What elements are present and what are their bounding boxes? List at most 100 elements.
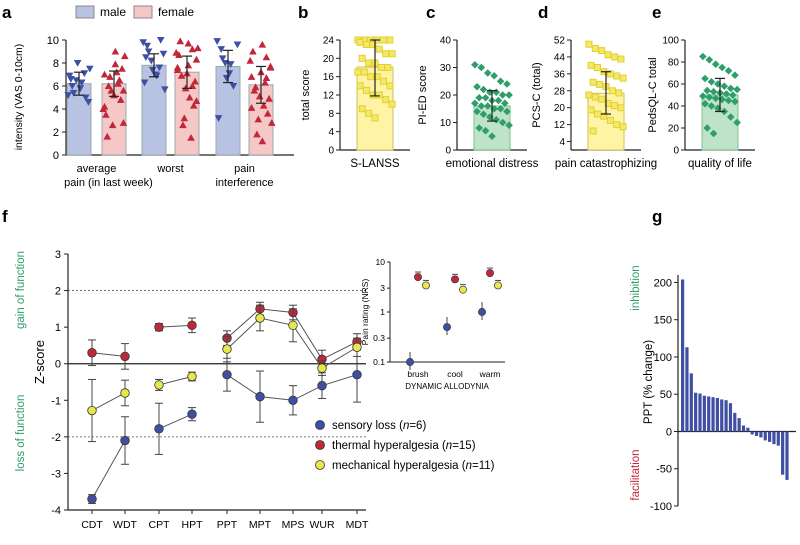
a-point-male: [156, 36, 165, 44]
e-ylabel: PedsQL-C total: [647, 57, 659, 132]
d-point: [587, 106, 595, 114]
f-line-blue: [158, 413, 193, 430]
a-point-male: [80, 70, 89, 78]
c-point: [496, 104, 505, 113]
a-point-female: [116, 96, 125, 103]
c-point: [496, 77, 505, 86]
c-point: [490, 71, 498, 80]
d-ytick-label: 52: [554, 36, 566, 47]
a-point-female: [263, 109, 272, 117]
f-point-blue: [154, 424, 164, 434]
a-ytick-label: 6: [53, 81, 59, 93]
a-category-label: pain: [234, 163, 255, 175]
b-ylabel: total score: [300, 70, 312, 121]
a-point-female: [119, 86, 128, 94]
a-point-female: [188, 45, 197, 53]
g-bar: [759, 431, 763, 438]
f-legend-n: n: [446, 440, 452, 452]
a-point-male: [233, 41, 242, 49]
a-point-male: [77, 79, 86, 87]
f-line-red: [158, 324, 193, 328]
a-point-female: [254, 115, 263, 123]
a-legend-label: female: [158, 5, 194, 19]
c-point: [498, 118, 507, 127]
a-point-female: [262, 74, 271, 81]
e-point: [699, 92, 707, 100]
e-point: [731, 71, 739, 79]
inset-point-blue: [406, 358, 414, 366]
a-point-male: [68, 82, 77, 90]
a-point-female: [119, 119, 128, 126]
a-point-female: [249, 47, 257, 55]
e-ytick-label: 40: [668, 102, 680, 113]
a-point-female: [118, 64, 126, 72]
e-point: [726, 84, 735, 93]
inset-xtick-label: cool: [447, 369, 463, 379]
panel-label-d: d: [538, 3, 548, 22]
g-bar: [746, 427, 750, 432]
a-legend-swatch: [75, 5, 95, 19]
a-point-female: [99, 105, 107, 113]
c-point: [477, 63, 486, 72]
a-point-female: [173, 66, 182, 73]
f-point-blue: [288, 395, 298, 405]
a-point-male: [152, 72, 161, 80]
f-legend-nval: =11): [472, 460, 495, 472]
a-point-male: [221, 59, 230, 67]
f-ytick-label: 3: [55, 249, 61, 261]
a-point-female: [112, 68, 121, 76]
g-bar: [724, 400, 728, 432]
a-point-female: [111, 60, 120, 68]
g-ytick-label: 200: [654, 277, 672, 289]
g-bar: [698, 393, 702, 432]
d-ytick-label: 12: [554, 120, 566, 131]
f-point-yellow: [187, 371, 197, 382]
a-point-female: [100, 70, 109, 78]
b-point: [367, 73, 375, 81]
e-point: [707, 102, 716, 110]
a-point-female: [250, 86, 259, 94]
d-point: [613, 72, 621, 80]
g-ytick-label: 50: [660, 389, 672, 401]
f-ytick-label: -3: [51, 468, 61, 480]
g-bar: [768, 431, 772, 442]
c-point: [471, 60, 479, 69]
g-bar: [728, 403, 733, 432]
a-point-male: [217, 46, 226, 53]
g-bar: [681, 279, 685, 432]
a-point-male: [139, 39, 147, 47]
inset-ytick-label: 1: [380, 307, 385, 317]
c-point: [505, 91, 513, 99]
b-ytick-label: 20: [323, 54, 335, 65]
e-xlabel: quality of life: [688, 158, 752, 170]
f-xtick-label: WDT: [113, 519, 137, 531]
c-point: [479, 85, 488, 94]
e-point: [705, 93, 714, 101]
a-point-female: [111, 47, 120, 55]
e-point: [701, 100, 709, 108]
c-point: [494, 96, 503, 105]
d-ytick-label: 44: [554, 52, 566, 63]
d-point: [613, 121, 621, 129]
d-ytick-label: 28: [554, 86, 566, 97]
c-ytick-label: 40: [440, 36, 452, 47]
f-legend-marker: [315, 440, 325, 450]
e-point: [703, 86, 711, 95]
b-point: [360, 68, 368, 76]
f-legend-label: mechanical hyperalgesia (n=11): [332, 460, 495, 472]
a-ytick-label: 4: [53, 104, 59, 116]
f-point-yellow: [87, 405, 97, 416]
f-legend-text: sensory loss (: [332, 420, 403, 432]
g-ytick-label: -50: [656, 464, 672, 476]
e-point: [722, 90, 731, 98]
a-point-female: [102, 110, 110, 118]
a-point-female: [179, 121, 187, 129]
c-point: [486, 113, 494, 121]
b-point: [362, 86, 370, 94]
f-point-red: [154, 322, 164, 332]
a-point-female: [108, 121, 117, 129]
b-point: [371, 114, 379, 122]
a-ytick-label: 10: [47, 35, 59, 47]
inset-ytick-label: 10: [376, 257, 386, 267]
